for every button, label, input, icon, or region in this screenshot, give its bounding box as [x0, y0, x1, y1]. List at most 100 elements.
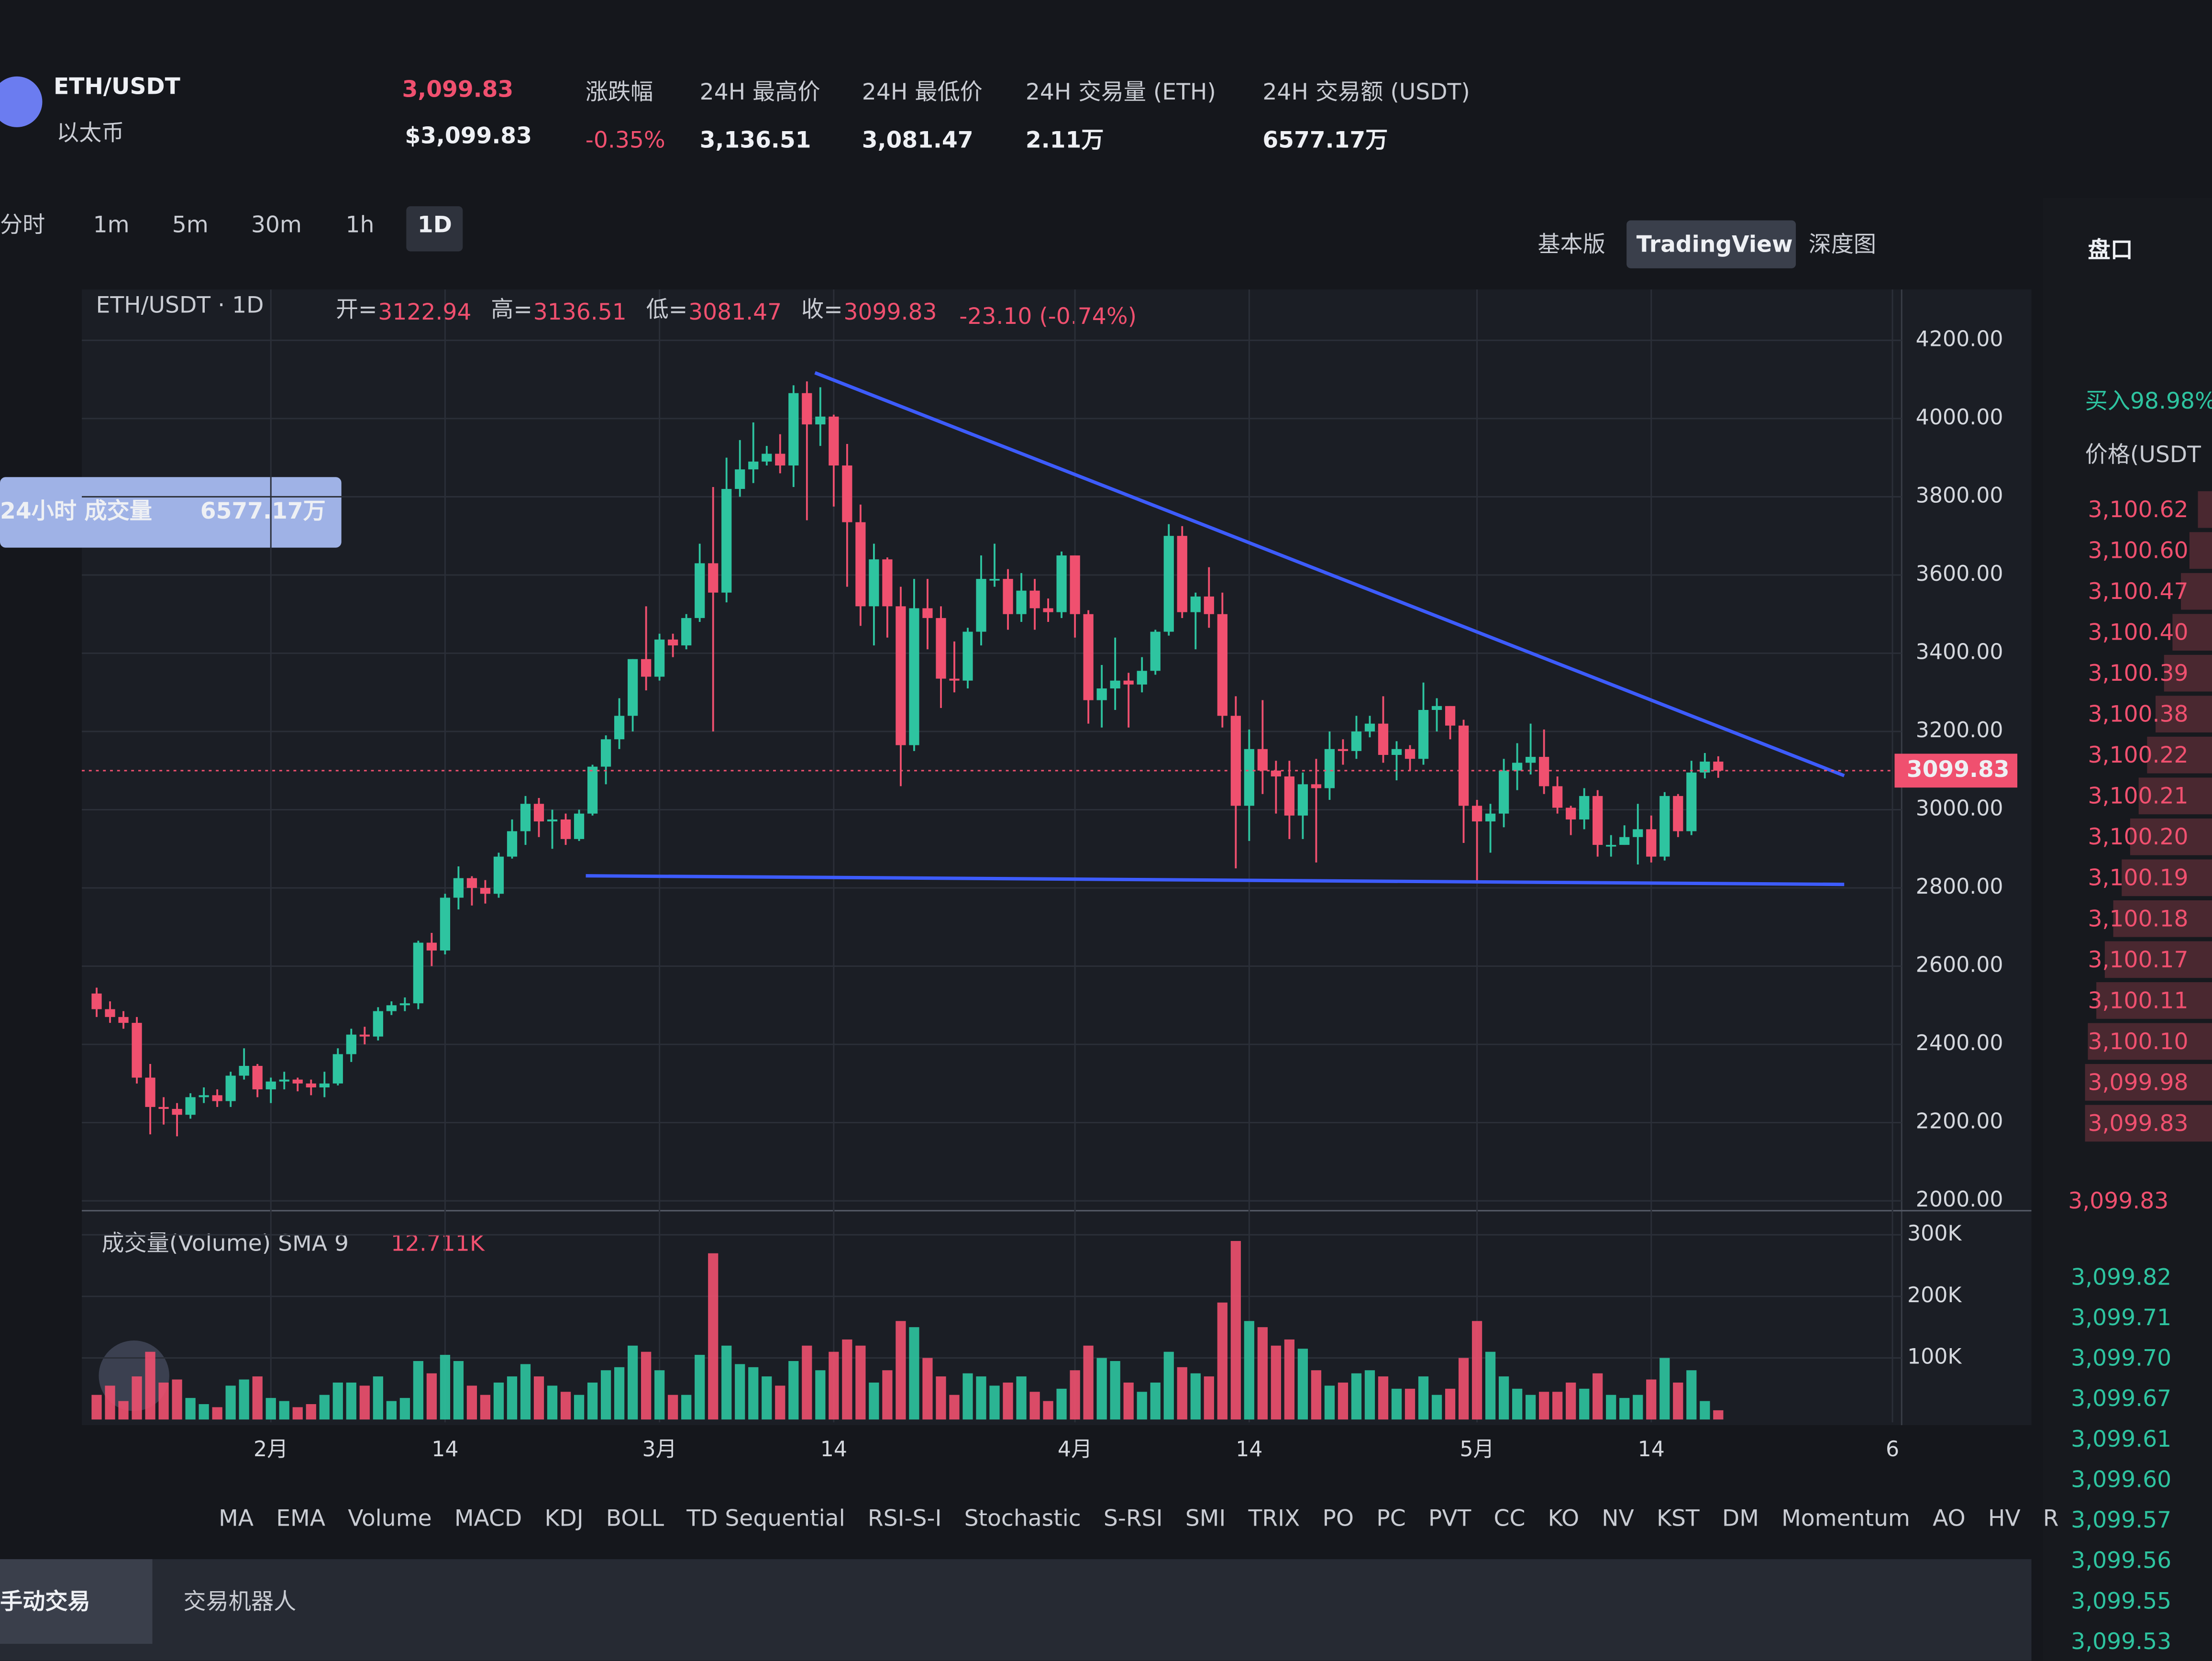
candle-body: [279, 1079, 289, 1082]
orderbook-tab[interactable]: 盘口: [2088, 237, 2133, 263]
indicator[interactable]: EMA: [276, 1506, 325, 1532]
volume-bar: [265, 1398, 276, 1420]
indicator[interactable]: MA: [219, 1506, 254, 1532]
volume-bar: [1566, 1382, 1576, 1420]
indicator[interactable]: SMI: [1185, 1506, 1226, 1532]
candle-body: [748, 461, 759, 470]
indicator[interactable]: AO: [1933, 1506, 1966, 1532]
volume-bar: [1659, 1358, 1670, 1420]
ask-depth: [2156, 696, 2212, 733]
volume-bar: [413, 1361, 423, 1420]
indicator[interactable]: PO: [1322, 1506, 1354, 1532]
indicator[interactable]: Volume: [348, 1506, 431, 1532]
candle-body: [1485, 813, 1496, 822]
candle-body: [1190, 596, 1201, 612]
ask-price: 3,100.17: [2088, 947, 2188, 973]
bottom-tab[interactable]: 手动交易: [0, 1589, 90, 1615]
volume-bar: [735, 1364, 745, 1420]
candle-body: [922, 608, 933, 618]
indicator[interactable]: Momentum: [1781, 1506, 1910, 1532]
volume-bar: [1110, 1361, 1120, 1420]
volume-bar: [440, 1355, 451, 1420]
indicator[interactable]: NV: [1602, 1506, 1634, 1532]
ask-depth: [2138, 777, 2212, 815]
volume-bar: [520, 1364, 531, 1420]
y-tick-label: 3600.00: [1916, 562, 2003, 586]
candle-body: [1619, 837, 1630, 845]
candle-body: [962, 631, 973, 681]
indicator[interactable]: DM: [1722, 1506, 1759, 1532]
candle-body: [802, 393, 812, 425]
volume-bar: [1498, 1376, 1509, 1420]
view-mode[interactable]: 基本版: [1537, 232, 1605, 258]
volume-bar: [493, 1382, 504, 1420]
interval-active: [406, 206, 463, 252]
interval[interactable]: 30m: [251, 211, 302, 238]
candle-body: [1378, 723, 1389, 755]
volume-bar: [1364, 1370, 1375, 1420]
coin-name: 以太币: [56, 120, 124, 146]
indicator[interactable]: CC: [1494, 1506, 1526, 1532]
last-price: 3,099.83: [402, 76, 513, 102]
volume-bar: [641, 1351, 652, 1420]
candle-body: [1512, 763, 1523, 771]
indicator[interactable]: PC: [1376, 1506, 1405, 1532]
stat-label: 24H 最低价: [862, 79, 983, 105]
volume-bar: [105, 1385, 115, 1420]
bid-price: 3,099.53: [2071, 1628, 2171, 1655]
bottom-tab[interactable]: 交易机器人: [183, 1589, 296, 1615]
interval[interactable]: 1D: [418, 211, 452, 238]
indicator[interactable]: HV: [1988, 1506, 2021, 1532]
stat-label: 24H 最高价: [700, 79, 820, 105]
volume-bar: [962, 1373, 973, 1420]
usd-price: $3,099.83: [405, 123, 532, 149]
candle-body: [1552, 786, 1563, 808]
volume-bar: [1311, 1370, 1322, 1420]
indicator[interactable]: BOLL: [606, 1506, 664, 1532]
legend-key: 低=: [646, 296, 688, 322]
indicator[interactable]: Stochastic: [964, 1506, 1081, 1532]
candle-body: [252, 1066, 263, 1090]
trendline: [814, 371, 1845, 777]
indicator[interactable]: RSI-S-I: [868, 1506, 942, 1532]
candle-body: [1539, 757, 1549, 786]
volume-bar: [212, 1407, 222, 1420]
candle-body: [1029, 590, 1040, 609]
candle-body: [105, 1009, 115, 1017]
candle-body: [440, 897, 451, 951]
y-tick-label: 2800.00: [1916, 875, 2003, 899]
indicator[interactable]: TD Sequential: [686, 1506, 845, 1532]
ask-price: 3,100.22: [2088, 742, 2188, 768]
volume-bar: [1204, 1376, 1214, 1420]
stat-value: 3,136.51: [700, 127, 811, 153]
volume-bar: [1351, 1373, 1362, 1420]
volume-bar: [721, 1345, 732, 1420]
candle-body: [842, 465, 852, 522]
candle-body: [735, 469, 745, 489]
interval[interactable]: 1h: [345, 211, 374, 238]
candle-body: [1445, 706, 1456, 726]
volume-bar: [319, 1395, 330, 1420]
volume-bar: [1070, 1370, 1080, 1420]
candle-body: [1056, 555, 1067, 612]
candle-body: [976, 579, 986, 632]
indicator[interactable]: KST: [1657, 1506, 1700, 1532]
view-mode[interactable]: 深度图: [1809, 232, 1877, 258]
indicator[interactable]: S-RSI: [1104, 1506, 1163, 1532]
volume-bar: [1619, 1398, 1630, 1420]
pair[interactable]: ETH/USDT: [54, 73, 180, 100]
candle-body: [574, 813, 585, 839]
indicator[interactable]: KDJ: [544, 1506, 583, 1532]
candle-body: [1070, 555, 1080, 614]
indicator[interactable]: KO: [1548, 1506, 1579, 1532]
candle-body: [775, 454, 785, 465]
indicator[interactable]: TRIX: [1248, 1506, 1300, 1532]
interval[interactable]: 1m: [93, 211, 130, 238]
interval[interactable]: 5m: [172, 211, 209, 238]
indicator[interactable]: R: [2043, 1506, 2059, 1532]
volume-bar: [1512, 1388, 1523, 1420]
view-mode[interactable]: TradingView: [1637, 232, 1793, 258]
indicator[interactable]: MACD: [454, 1506, 522, 1532]
interval[interactable]: 分时: [0, 211, 45, 238]
indicator[interactable]: PVT: [1428, 1506, 1471, 1532]
